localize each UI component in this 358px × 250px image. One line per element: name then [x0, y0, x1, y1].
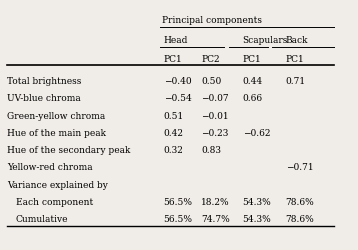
- Text: Each component: Each component: [16, 198, 93, 207]
- Text: 0.50: 0.50: [201, 77, 222, 86]
- Text: Scapulars: Scapulars: [243, 36, 288, 45]
- Text: 54.3%: 54.3%: [243, 215, 271, 224]
- Text: Hue of the secondary peak: Hue of the secondary peak: [7, 146, 131, 155]
- Text: 56.5%: 56.5%: [164, 198, 193, 207]
- Text: 18.2%: 18.2%: [201, 198, 230, 207]
- Text: Principal components: Principal components: [162, 16, 262, 25]
- Text: 78.6%: 78.6%: [286, 215, 314, 224]
- Text: PC1: PC1: [243, 56, 261, 64]
- Text: 54.3%: 54.3%: [243, 198, 271, 207]
- Text: 0.51: 0.51: [164, 112, 184, 120]
- Text: Total brightness: Total brightness: [7, 77, 82, 86]
- Text: 0.32: 0.32: [164, 146, 183, 155]
- Text: 78.6%: 78.6%: [286, 198, 314, 207]
- Text: −0.07: −0.07: [201, 94, 229, 103]
- Text: Yellow-red chroma: Yellow-red chroma: [7, 164, 93, 172]
- Text: −0.54: −0.54: [164, 94, 191, 103]
- Text: PC1: PC1: [286, 56, 304, 64]
- Text: 0.44: 0.44: [243, 77, 263, 86]
- Text: Hue of the main peak: Hue of the main peak: [7, 129, 106, 138]
- Text: −0.23: −0.23: [201, 129, 229, 138]
- Text: 0.42: 0.42: [164, 129, 184, 138]
- Text: UV-blue chroma: UV-blue chroma: [7, 94, 81, 103]
- Text: PC1: PC1: [164, 56, 182, 64]
- Text: Cumulative: Cumulative: [16, 215, 68, 224]
- Text: −0.71: −0.71: [286, 164, 313, 172]
- Text: −0.62: −0.62: [243, 129, 270, 138]
- Text: 0.66: 0.66: [243, 94, 263, 103]
- Text: Back: Back: [286, 36, 308, 45]
- Text: 0.71: 0.71: [286, 77, 306, 86]
- Text: Green-yellow chroma: Green-yellow chroma: [7, 112, 105, 120]
- Text: 74.7%: 74.7%: [201, 215, 230, 224]
- Text: −0.01: −0.01: [201, 112, 229, 120]
- Text: 56.5%: 56.5%: [164, 215, 193, 224]
- Text: Head: Head: [164, 36, 188, 45]
- Text: PC2: PC2: [201, 56, 220, 64]
- Text: 0.83: 0.83: [201, 146, 221, 155]
- Text: Variance explained by: Variance explained by: [7, 181, 108, 190]
- Text: −0.40: −0.40: [164, 77, 191, 86]
